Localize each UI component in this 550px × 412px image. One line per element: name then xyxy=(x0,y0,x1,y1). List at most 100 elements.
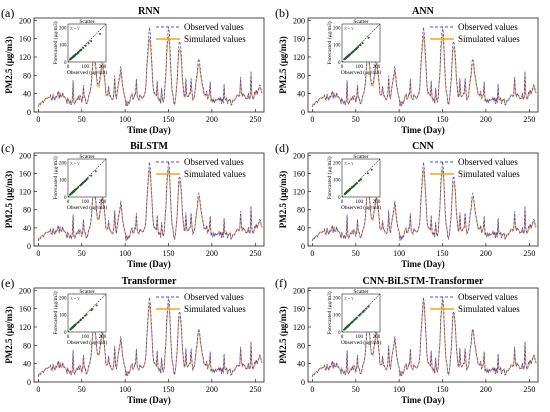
inset-y-label: Forecasted (μg/m3) xyxy=(326,21,333,64)
inset-point xyxy=(85,313,88,316)
y-tick-label: 120 xyxy=(293,53,305,62)
legend-observed-label: Observed values xyxy=(458,22,518,32)
inset-y-tick-label: 0 xyxy=(338,196,341,201)
x-axis-label: Time (Day) xyxy=(127,395,171,405)
x-tick-label: 0 xyxy=(36,249,40,258)
inset-point xyxy=(367,36,370,39)
inset-point xyxy=(90,309,93,312)
inset-point xyxy=(348,188,351,191)
x-tick-label: 100 xyxy=(393,115,405,124)
inset-y-tick-label: 100 xyxy=(59,44,67,49)
x-tick-label: 150 xyxy=(163,115,175,124)
x-tick-label: 0 xyxy=(310,249,314,258)
inset-point xyxy=(359,44,362,46)
x-tick-label: 50 xyxy=(78,115,86,124)
inset-point xyxy=(344,57,346,60)
inset-y-tick-label: 100 xyxy=(333,179,341,184)
inset-x-label: Observed (μg/m3) xyxy=(67,204,108,211)
x-tick-label: 100 xyxy=(393,249,405,258)
inset-x-tick-label: 200 xyxy=(99,335,107,340)
y-tick-label: 40 xyxy=(297,90,305,99)
inset-y-tick-label: 100 xyxy=(59,314,67,319)
x-tick-label: 200 xyxy=(480,115,492,124)
inset-x-tick-label: 200 xyxy=(373,335,381,340)
legend-simulated-label: Simulated values xyxy=(184,304,246,314)
y-tick-label: 120 xyxy=(19,323,31,332)
inset-title: Scatter xyxy=(79,19,94,25)
legend-observed-label: Observed values xyxy=(458,157,518,167)
y-tick-label: 80 xyxy=(23,206,31,215)
inset-point xyxy=(69,327,72,330)
inset-x-tick-label: 100 xyxy=(82,335,90,340)
inset-x-tick-label: 200 xyxy=(99,200,107,205)
inset-point xyxy=(358,314,361,317)
inset-point xyxy=(358,179,361,182)
chart-panel-2: (b) ANN 0 40 80 120 160 200 0 50 100 150 200 250 Time … xyxy=(275,6,539,135)
series-observed xyxy=(37,26,263,108)
inset-x-tick-label: 200 xyxy=(373,200,381,205)
inset-point xyxy=(362,310,365,313)
inset-point xyxy=(79,49,82,52)
y-tick-label: 200 xyxy=(293,286,305,295)
panel-label: (b) xyxy=(275,6,289,20)
inset-y-label: Forecasted (μg/m3) xyxy=(52,21,59,64)
inset-point xyxy=(87,42,90,45)
inset-x-tick-label: 0 xyxy=(67,335,70,340)
inset-point xyxy=(71,326,74,329)
x-tick-label: 250 xyxy=(523,115,535,124)
y-axis-label: PM2.5 (μg/m3) xyxy=(278,36,288,94)
inset-fit-label: X = Y xyxy=(70,26,80,31)
x-tick-label: 200 xyxy=(206,115,218,124)
inset-x-tick-label: 0 xyxy=(67,65,70,70)
inset-point xyxy=(348,323,351,326)
inset-point xyxy=(361,42,364,45)
legend-simulated-label: Simulated values xyxy=(458,304,520,314)
inset-x-tick-label: 0 xyxy=(67,200,70,205)
plot-frame xyxy=(33,17,265,113)
inset-x-tick-label: 100 xyxy=(356,200,364,205)
inset-x-tick-label: 100 xyxy=(356,65,364,70)
inset-point xyxy=(73,324,76,327)
series-observed xyxy=(37,296,263,378)
inset-point xyxy=(351,50,354,53)
inset-y-tick-label: 0 xyxy=(64,61,67,66)
inset-point xyxy=(350,187,353,190)
inset-point xyxy=(84,44,87,47)
inset-point xyxy=(360,178,362,181)
legend-simulated-label: Simulated values xyxy=(458,34,520,44)
panel-label: (c) xyxy=(1,141,14,155)
y-axis-label: PM2.5 (μg/m3) xyxy=(4,306,14,364)
panel-label: (e) xyxy=(1,276,14,290)
y-tick-label: 80 xyxy=(23,71,31,80)
x-axis-label: Time (Day) xyxy=(401,259,445,269)
chart-panel-5: (e) Transformer 0 40 80 120 160 200 0 50 100 150 200… xyxy=(1,276,265,405)
inset-point xyxy=(347,54,350,57)
inset-y-label: Forecasted (μg/m3) xyxy=(52,156,59,199)
inset-y-tick-label: 0 xyxy=(64,331,67,336)
inset-y-tick-label: 0 xyxy=(338,61,341,66)
inset-fit-label: X = Y xyxy=(70,296,80,301)
series-observed xyxy=(37,161,263,242)
y-tick-label: 120 xyxy=(19,188,31,197)
y-tick-label: 160 xyxy=(19,35,31,44)
inset-point xyxy=(95,304,98,307)
x-tick-label: 200 xyxy=(206,249,218,258)
y-tick-label: 40 xyxy=(23,90,31,99)
x-axis-label: Time (Day) xyxy=(401,125,445,135)
inset-point xyxy=(352,319,355,322)
y-tick-label: 40 xyxy=(297,224,305,233)
inset-point xyxy=(356,182,358,185)
inset-x-tick-label: 100 xyxy=(82,200,90,205)
y-tick-label: 40 xyxy=(297,360,305,369)
chart-panel-3: (c) BiLSTM 0 40 80 120 160 200 0 50 100 150 200 250 Ti… xyxy=(1,141,265,269)
y-tick-label: 200 xyxy=(293,151,305,160)
inset-x-tick-label: 200 xyxy=(99,65,107,70)
inset-x-tick-label: 100 xyxy=(356,335,364,340)
inset-x-label: Observed (μg/m3) xyxy=(341,69,382,76)
inset-title: Scatter xyxy=(79,289,94,295)
inset-x-tick-label: 0 xyxy=(341,200,344,205)
inset-y-tick-label: 200 xyxy=(59,161,67,166)
panel-label: (a) xyxy=(1,6,14,20)
inset-point xyxy=(350,52,353,55)
inset-point xyxy=(355,48,358,50)
